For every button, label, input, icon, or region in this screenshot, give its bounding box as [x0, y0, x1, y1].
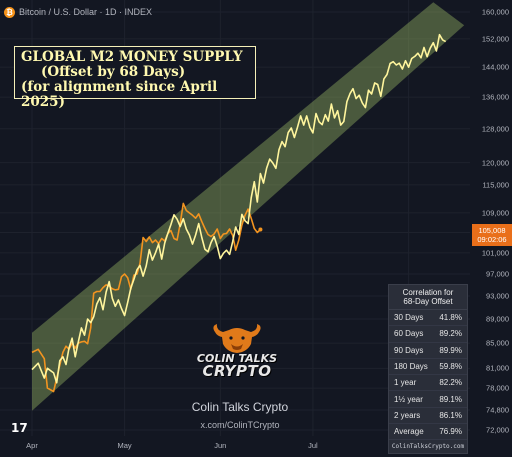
bar-countdown: 09:02:06	[477, 235, 507, 244]
price-tick-label: 85,000	[486, 338, 509, 348]
correlation-period: 60 Days	[394, 329, 424, 339]
price-axis[interactable]: 160,000 152,000 144,000 136,000 128,000 120,0…	[470, 0, 512, 457]
correlation-row: 60 Days 89.2%	[389, 326, 467, 343]
correlation-row: 2 years 86.1%	[389, 408, 467, 425]
correlation-value: 86.1%	[439, 410, 462, 420]
price-tick-label: 81,000	[486, 363, 509, 373]
time-tick-label: Apr	[26, 441, 38, 450]
price-tick-label: 152,000	[481, 34, 509, 44]
symbol-header[interactable]: ₿ Bitcoin / U.S. Dollar · 1D · INDEX	[4, 4, 152, 20]
price-tick-label: 93,000	[486, 291, 509, 301]
current-price-label: 105,008 09:02:06	[472, 224, 512, 246]
annotation-title-box: GLOBAL M2 MONEY SUPPLY (Offset by 68 Day…	[14, 46, 256, 110]
annotation-line-3: (for alignment since April 2025)	[21, 79, 218, 110]
series-layer	[31, 33, 447, 393]
correlation-row: 90 Days 89.9%	[389, 343, 467, 359]
correlation-row: 180 Days 59.8%	[389, 359, 467, 376]
correlation-period: 30 Days	[394, 313, 424, 323]
correlation-row: Average 76.9%	[389, 424, 467, 441]
annotation-line-2: (Offset by 68 Days)	[41, 64, 186, 80]
brand-logo-line-2: CRYPTO	[202, 362, 272, 380]
price-tick-label: 97,000	[486, 269, 509, 279]
correlation-title-2: 68-Day Offset	[403, 297, 453, 306]
correlation-value: 76.9%	[439, 427, 462, 437]
correlation-row: 1½ year 89.1%	[389, 391, 467, 408]
correlation-row: 1 year 82.2%	[389, 375, 467, 392]
brand-logo-line-1: COLIN TALKS	[196, 352, 278, 365]
price-tick-label: 74,800	[486, 405, 509, 415]
brand-name: Colin Talks Crypto	[191, 400, 289, 414]
brand-logo-text: COLIN TALKS CRYPTO	[190, 352, 284, 380]
correlation-row: 30 Days 41.8%	[389, 310, 467, 327]
correlation-value: 89.1%	[439, 394, 462, 404]
brand-logo: COLIN TALKS CRYPTO	[190, 322, 284, 380]
price-tick-label: 115,000	[482, 180, 509, 190]
m2-series-line	[31, 33, 447, 384]
correlation-value: 89.2%	[439, 329, 462, 339]
price-tick-label: 101,000	[481, 248, 509, 258]
correlation-value: 89.9%	[439, 345, 462, 355]
trend-channel	[32, 2, 465, 411]
correlation-value: 59.8%	[439, 362, 462, 372]
price-tick-label: 72,000	[486, 425, 509, 435]
bull-icon	[213, 324, 261, 353]
price-tick-label: 128,000	[481, 124, 509, 134]
correlation-table-header: Correlation for 68-Day Offset	[389, 285, 467, 310]
correlation-period: 2 years	[394, 410, 421, 420]
price-tick-label: 144,000	[481, 62, 509, 72]
brand-url[interactable]: x.com/ColinTCrypto	[200, 420, 280, 430]
correlation-title-1: Correlation for	[402, 288, 454, 297]
price-tick-label: 78,000	[486, 383, 509, 393]
price-tick-label: 160,000	[481, 7, 509, 17]
correlation-period: 1 year	[394, 378, 417, 388]
tradingview-logo[interactable]: 17	[11, 421, 28, 435]
current-price-value: 105,008	[478, 226, 506, 235]
correlation-value: 41.8%	[439, 313, 462, 323]
correlation-table: Correlation for 68-Day Offset 30 Days 41.…	[388, 284, 468, 455]
bitcoin-icon: ₿	[4, 6, 15, 18]
price-tick-label: 89,000	[486, 314, 509, 324]
correlation-rows: 30 Days 41.8% 60 Days 89.2% 90 Days 89.9% 180 …	[389, 310, 467, 441]
annotation-line-1: GLOBAL M2 MONEY SUPPLY	[21, 49, 243, 65]
btc-last-point	[258, 227, 263, 232]
correlation-footer: ColinTalksCrypto.com	[391, 443, 465, 451]
price-tick-label: 120,000	[481, 158, 509, 168]
time-tick-label: Jun	[214, 441, 227, 450]
symbol-title: Bitcoin / U.S. Dollar · 1D · INDEX	[19, 7, 153, 17]
correlation-period: 180 Days	[394, 362, 428, 372]
price-tick-label: 136,000	[481, 92, 509, 102]
correlation-period: Average	[394, 427, 424, 437]
time-tick-label: May	[117, 441, 132, 450]
correlation-value: 82.2%	[439, 378, 462, 388]
correlation-period: 90 Days	[394, 345, 424, 355]
time-tick-label: Jul	[308, 441, 318, 450]
correlation-period: 1½ year	[394, 394, 423, 404]
price-tick-label: 109,000	[481, 208, 509, 218]
